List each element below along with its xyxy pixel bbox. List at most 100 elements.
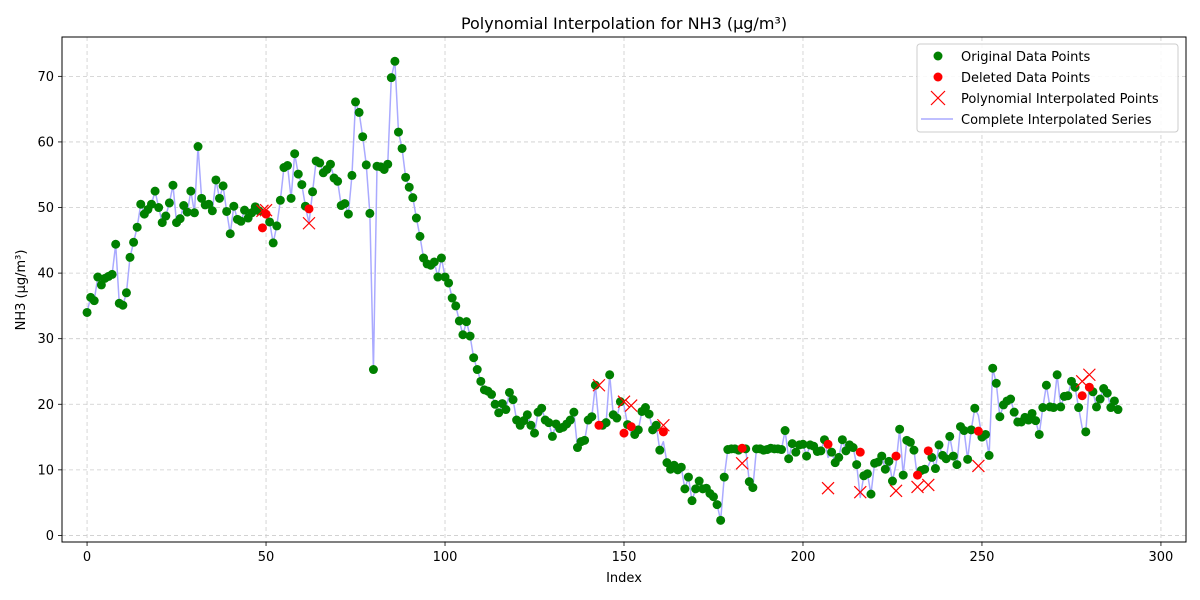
original-point <box>590 380 600 390</box>
original-point <box>991 378 1001 388</box>
original-point <box>655 445 665 455</box>
x-tick-label: 0 <box>83 550 91 565</box>
original-point <box>895 424 905 434</box>
original-point <box>941 454 951 464</box>
x-tick-label: 200 <box>791 550 816 565</box>
deleted-point <box>923 446 933 456</box>
y-axis: 0 10 20 30 40 50 60 70 <box>37 70 62 544</box>
original-point <box>340 199 350 209</box>
deleted-point <box>913 470 923 480</box>
original-point <box>501 405 511 415</box>
original-point <box>415 231 425 241</box>
original-point <box>1027 408 1037 418</box>
original-point <box>930 464 940 474</box>
interpolated-point <box>656 418 670 432</box>
original-point <box>129 237 139 247</box>
original-point <box>444 278 454 288</box>
original-point <box>640 403 650 413</box>
original-point <box>461 317 471 327</box>
original-point <box>827 447 837 457</box>
original-point <box>834 452 844 462</box>
interpolated-point-stroke <box>1082 368 1096 382</box>
original-point <box>683 472 693 482</box>
original-point <box>791 447 801 457</box>
original-point <box>680 484 690 494</box>
original-point <box>404 182 414 192</box>
deleted-point <box>658 427 668 437</box>
original-point <box>96 280 106 290</box>
original-point <box>1006 394 1016 404</box>
original-point <box>1113 405 1123 415</box>
original-point <box>1031 416 1041 426</box>
original-point <box>748 483 758 493</box>
interpolated-point <box>921 478 935 492</box>
interpolated-point-stroke <box>617 395 631 409</box>
original-point <box>189 208 199 218</box>
y-tick-label: 20 <box>37 398 54 413</box>
original-point <box>490 399 500 409</box>
deleted-point <box>973 426 983 436</box>
original-point <box>837 435 847 445</box>
original-point <box>601 418 611 428</box>
original-point <box>268 238 278 248</box>
x-axis-label: Index <box>606 571 642 586</box>
x-axis: 0 50 100 150 200 250 300 <box>83 542 1173 565</box>
original-point <box>948 451 958 461</box>
interpolated-point <box>624 399 638 413</box>
original-point <box>780 426 790 436</box>
x-tick-label: 50 <box>258 550 275 565</box>
interpolated-point <box>302 216 316 230</box>
original-point <box>580 435 590 445</box>
original-point <box>530 428 540 438</box>
original-point <box>168 180 178 190</box>
legend-deleted-marker <box>933 72 943 82</box>
original-point <box>716 515 726 525</box>
y-tick-label: 10 <box>37 463 54 478</box>
original-point <box>225 229 235 239</box>
original-point <box>605 370 615 380</box>
original-point <box>966 425 976 435</box>
original-point <box>118 300 128 310</box>
original-point <box>909 445 919 455</box>
original-point <box>1106 403 1116 413</box>
original-point <box>920 464 930 474</box>
interpolated-point-stroke <box>302 216 316 230</box>
interpolated-point-stroke <box>911 480 924 494</box>
original-point <box>1038 403 1048 413</box>
original-point <box>275 195 285 205</box>
interpolated-point-stroke <box>735 456 749 470</box>
original-point <box>121 288 131 298</box>
original-point <box>633 425 643 435</box>
original-point <box>458 330 468 340</box>
deleted-point <box>891 451 901 461</box>
original-point <box>476 376 486 386</box>
original-point <box>884 456 894 466</box>
original-point <box>694 476 704 486</box>
original-point <box>211 175 221 185</box>
original-point <box>1095 394 1105 404</box>
original-point <box>397 143 407 153</box>
x-tick-label: 100 <box>433 550 458 565</box>
original-point <box>777 445 787 455</box>
deleted-point <box>304 204 314 214</box>
deleted-point <box>626 422 636 432</box>
interpolated-point-stroke <box>256 204 269 218</box>
original-point <box>1070 382 1080 392</box>
original-point <box>691 484 701 494</box>
original-point <box>798 439 808 449</box>
legend-box <box>916 43 1179 133</box>
original-point <box>393 127 403 137</box>
deleted-point <box>737 443 747 453</box>
original-point <box>866 489 876 499</box>
original-point <box>494 408 504 418</box>
original-point <box>111 239 121 249</box>
original-point <box>651 420 661 430</box>
x-tick-label: 250 <box>970 550 995 565</box>
original-point <box>802 451 812 461</box>
original-point <box>436 253 446 263</box>
original-point <box>708 492 718 502</box>
original-point <box>365 208 375 218</box>
original-point <box>429 257 439 267</box>
original-point <box>887 476 897 486</box>
y-tick-label: 50 <box>37 201 54 216</box>
